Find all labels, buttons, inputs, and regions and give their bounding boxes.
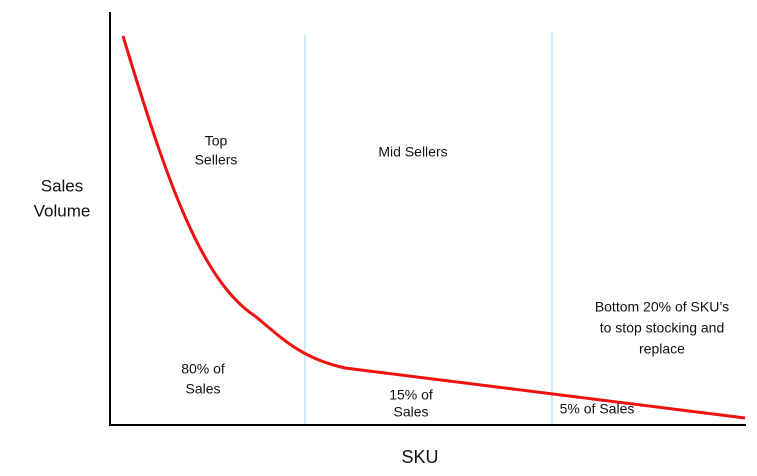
region-title: Mid Sellers (378, 144, 447, 160)
pareto-curve (121, 35, 746, 420)
region-title: to stop stocking and (600, 320, 725, 336)
y-axis-label: Volume (34, 201, 91, 220)
y-axis-label: Sales (41, 176, 84, 195)
region-title: Bottom 20% of SKU’s (595, 299, 729, 315)
region-share: 80% of (181, 361, 225, 377)
region-title: replace (639, 341, 685, 357)
region-share: Sales (393, 404, 428, 420)
region-title: Sellers (195, 152, 238, 168)
region-share: 15% of (389, 387, 433, 403)
x-axis-label: SKU (401, 447, 438, 467)
region-title: Top (205, 133, 228, 149)
region-share: 5% of Sales (560, 401, 635, 417)
region-share: Sales (185, 381, 220, 397)
